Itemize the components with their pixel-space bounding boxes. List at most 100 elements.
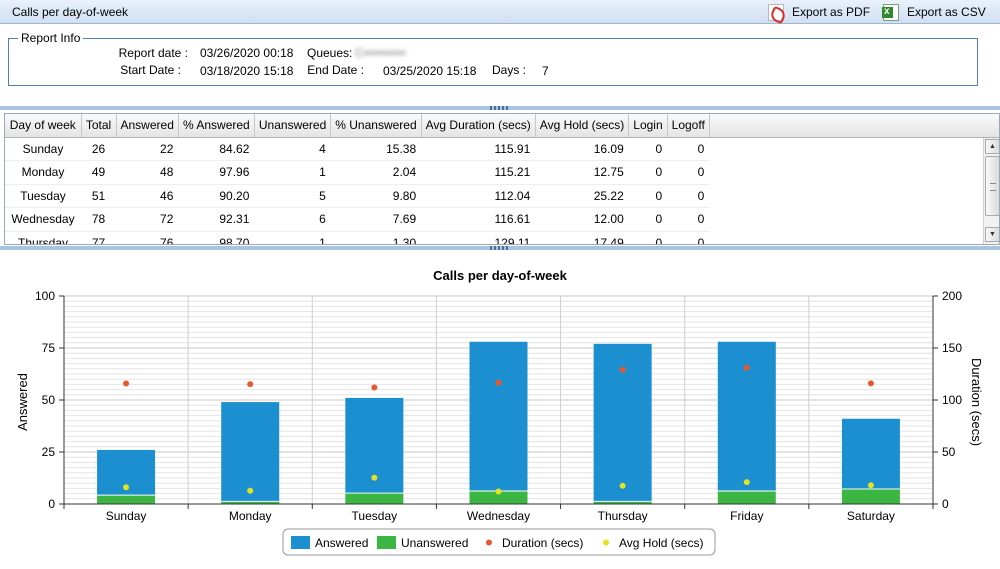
x-tick-label: Sunday	[106, 509, 147, 523]
cell-avg-hold: 25.22	[535, 184, 629, 208]
export-pdf-button[interactable]: Export as PDF	[768, 3, 870, 21]
x-tick-label: Friday	[730, 509, 763, 523]
bar-answered	[841, 418, 900, 490]
table-header-fill	[699, 114, 999, 138]
table-scrollbar[interactable]: ▲ ▼	[983, 138, 999, 244]
avg-hold-point	[619, 482, 626, 489]
splitter-top[interactable]	[0, 106, 1000, 110]
duration-point	[247, 381, 254, 388]
report-info-legend: Report Info	[18, 31, 84, 45]
cell-day: Monday	[5, 160, 81, 185]
col-avg-duration[interactable]: Avg Duration (secs)	[421, 114, 536, 138]
pdf-icon	[768, 3, 784, 21]
table-row[interactable]: Tuesday 51 46 90.20 5 9.80 112.04 25.22 …	[5, 184, 710, 208]
chart-title: Calls per day-of-week	[433, 268, 567, 283]
chart-panel: Calls per day-of-week 0 25 50 75 100 0 50 100 15…	[0, 252, 1000, 569]
cell-login: 0	[628, 184, 668, 208]
cell-avg-duration: 115.21	[421, 160, 536, 185]
x-tick-label: Thursday	[598, 509, 648, 523]
cell-total: 51	[81, 184, 116, 208]
cell-pct-unanswered: 9.80	[330, 184, 422, 208]
cell-unanswered: 1	[254, 160, 331, 185]
cell-unanswered: 1	[254, 231, 331, 244]
avg-hold-point	[371, 474, 378, 481]
duration-point	[867, 380, 874, 387]
table-row[interactable]: Thursday 77 76 98.70 1 1.30 129.11 17.49…	[5, 231, 710, 244]
cell-day: Wednesday	[5, 207, 81, 232]
cell-total: 78	[81, 207, 116, 232]
cell-total: 26	[81, 137, 116, 161]
table-row[interactable]: Monday 49 48 97.96 1 2.04 115.21 12.75 0…	[5, 160, 710, 185]
cell-pct-unanswered: 15.38	[330, 137, 422, 161]
export-csv-label: Export as CSV	[907, 5, 986, 19]
cell-logoff: 0	[667, 160, 710, 185]
cell-logoff: 0	[667, 137, 710, 161]
splitter-grip-icon	[490, 106, 510, 110]
days-label: Days :	[492, 63, 527, 77]
cell-pct-answered: 92.31	[178, 207, 255, 232]
cell-day: Sunday	[5, 137, 81, 161]
scroll-thumb[interactable]	[985, 156, 999, 216]
cell-pct-answered: 97.96	[178, 160, 255, 185]
y-tick-label: 100	[35, 289, 55, 303]
cell-logoff: 0	[667, 207, 710, 232]
cell-unanswered: 5	[254, 184, 331, 208]
col-avg-hold[interactable]: Avg Hold (secs)	[535, 114, 630, 138]
end-date-label: End Date :	[307, 63, 364, 77]
table-header-row: Day of week Total Answered % Answered Un…	[5, 114, 710, 138]
col-login[interactable]: Login	[628, 114, 668, 138]
col-day-of-week[interactable]: Day of week	[5, 114, 82, 138]
cell-answered: 46	[116, 184, 179, 208]
y-tick-label: 50	[42, 393, 56, 407]
cell-pct-unanswered: 2.04	[330, 160, 422, 185]
duration-point	[743, 364, 750, 371]
chart-legend: Answered Unanswered Duration (secs) Avg …	[282, 528, 716, 556]
y-axis-label: Answered	[15, 373, 30, 431]
calls-chart: Calls per day-of-week 0 25 50 75 100 0 50 100 15…	[15, 268, 984, 556]
cell-avg-hold: 17.49	[535, 231, 629, 244]
bar-unanswered	[717, 491, 776, 504]
bar-unanswered	[469, 491, 528, 504]
cell-login: 0	[628, 207, 668, 232]
col-answered[interactable]: Answered	[116, 114, 179, 138]
export-csv-button[interactable]: Export as CSV	[882, 3, 986, 21]
col-pct-answered[interactable]: % Answered	[178, 114, 255, 138]
table-row[interactable]: Sunday 26 22 84.62 4 15.38 115.91 16.09 …	[5, 137, 710, 161]
end-date-value: 03/25/2020 15:18	[383, 64, 477, 78]
col-logoff[interactable]: Logoff	[667, 114, 710, 138]
cell-answered: 22	[116, 137, 179, 161]
cell-pct-unanswered: 7.69	[330, 207, 422, 232]
chart-bars	[97, 341, 900, 504]
cell-day: Tuesday	[5, 184, 81, 208]
x-tick-label: Wednesday	[467, 509, 530, 523]
legend-answered-label: Answered	[315, 536, 368, 550]
cell-avg-duration: 112.04	[421, 184, 536, 208]
calls-table: Day of week Total Answered % Answered Un…	[5, 114, 710, 244]
splitter-bottom[interactable]	[0, 246, 1000, 250]
duration-point	[495, 379, 502, 386]
scroll-up-icon[interactable]: ▲	[985, 139, 999, 154]
cell-logoff: 0	[667, 184, 710, 208]
table-row[interactable]: Wednesday 78 72 92.31 6 7.69 116.61 12.0…	[5, 207, 710, 232]
col-pct-unanswered[interactable]: % Unanswered	[330, 114, 422, 138]
cell-avg-duration: 115.91	[421, 137, 536, 161]
data-table: Day of week Total Answered % Answered Un…	[4, 113, 1000, 245]
col-unanswered[interactable]: Unanswered	[254, 114, 332, 138]
cell-unanswered: 4	[254, 137, 331, 161]
cell-login: 0	[628, 160, 668, 185]
chart-axes: 0 25 50 75 100 0 50 100 150 200 Sunday Monday Tuesda…	[35, 289, 962, 523]
cell-avg-hold: 16.09	[535, 137, 629, 161]
bar-unanswered	[97, 495, 156, 504]
y2-tick-label: 50	[942, 445, 956, 459]
y2-tick-label: 200	[942, 289, 962, 303]
excel-icon	[882, 3, 899, 21]
bar-unanswered	[345, 493, 404, 504]
bar-answered	[221, 402, 280, 502]
y2-tick-label: 150	[942, 341, 962, 355]
scroll-down-icon[interactable]: ▼	[985, 227, 999, 242]
x-tick-label: Monday	[229, 509, 272, 523]
cell-answered: 72	[116, 207, 179, 232]
bar-unanswered	[221, 501, 280, 504]
cell-login: 0	[628, 231, 668, 244]
col-total[interactable]: Total	[81, 114, 117, 138]
